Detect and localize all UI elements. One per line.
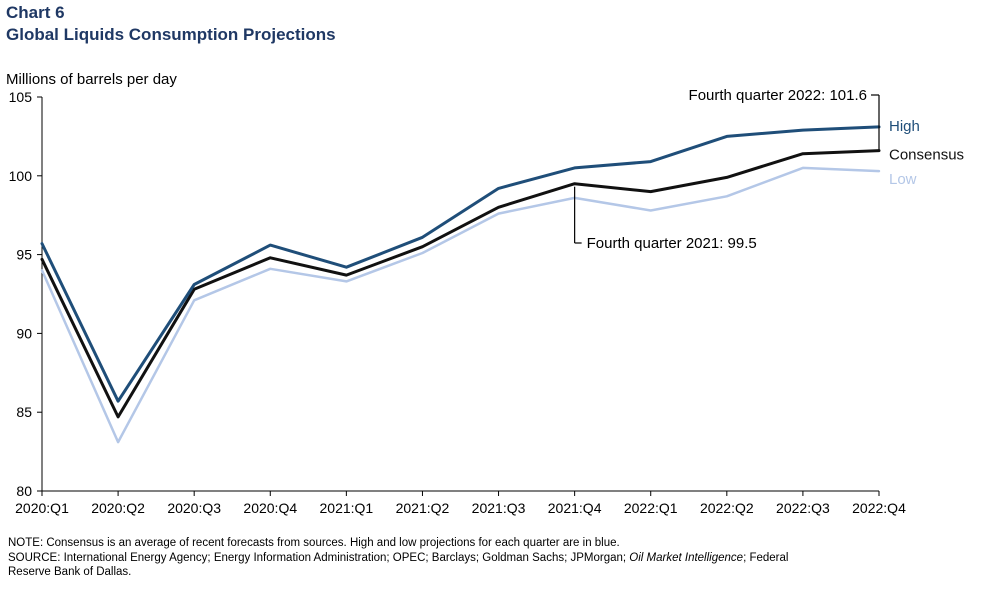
- x-tick-label: 2020:Q4: [243, 500, 297, 516]
- legend-label-consensus: Consensus: [889, 147, 964, 164]
- note-text: NOTE: Consensus is an average of recent …: [8, 537, 620, 549]
- x-tick-label: 2021:Q2: [396, 500, 450, 516]
- series-line-low: [40, 166, 881, 444]
- y-axis-label: Millions of barrels per day: [6, 71, 177, 88]
- x-tick-label: 2020:Q3: [167, 500, 221, 516]
- chart-number: Chart 6: [6, 3, 65, 22]
- y-tick-label: 100: [9, 168, 33, 184]
- source-text-line2: Reserve Bank of Dallas.: [8, 566, 132, 578]
- y-tick-label: 95: [16, 247, 32, 263]
- source-text: SOURCE: International Energy Agency; Ene…: [8, 551, 968, 566]
- legend-label-high: High: [889, 118, 920, 135]
- y-tick-label: 105: [9, 89, 33, 105]
- source-suffix: ; Federal: [743, 551, 789, 564]
- annotation-2022: Fourth quarter 2022: 101.6: [689, 87, 867, 104]
- x-tick-label: 2022:Q1: [624, 500, 678, 516]
- x-tick-label: 2022:Q4: [852, 500, 906, 516]
- x-tick-label: 2022:Q2: [700, 500, 754, 516]
- x-tick-label: 2022:Q3: [776, 500, 830, 516]
- source-italic: Oil Market Intelligence: [629, 551, 744, 564]
- x-tick-label: 2021:Q3: [472, 500, 526, 516]
- x-tick-label: 2020:Q2: [91, 500, 145, 516]
- source-prefix: SOURCE: International Energy Agency; Ene…: [8, 551, 630, 564]
- y-tick-label: 90: [16, 325, 32, 341]
- series-line-high: [40, 125, 881, 403]
- series-line-consensus: [40, 149, 881, 419]
- x-tick-label: 2021:Q4: [548, 500, 602, 516]
- y-tick-label: 80: [16, 483, 32, 499]
- chart-title: Global Liquids Consumption Projections: [6, 25, 336, 44]
- chart-notes: NOTE: Consensus is an average of recent …: [8, 536, 968, 580]
- y-tick-label: 85: [16, 404, 32, 420]
- x-tick-label: 2020:Q1: [15, 500, 69, 516]
- legend-label-low: Low: [889, 171, 917, 188]
- annotation-2021: Fourth quarter 2021: 99.5: [587, 235, 757, 252]
- x-tick-label: 2021:Q1: [320, 500, 374, 516]
